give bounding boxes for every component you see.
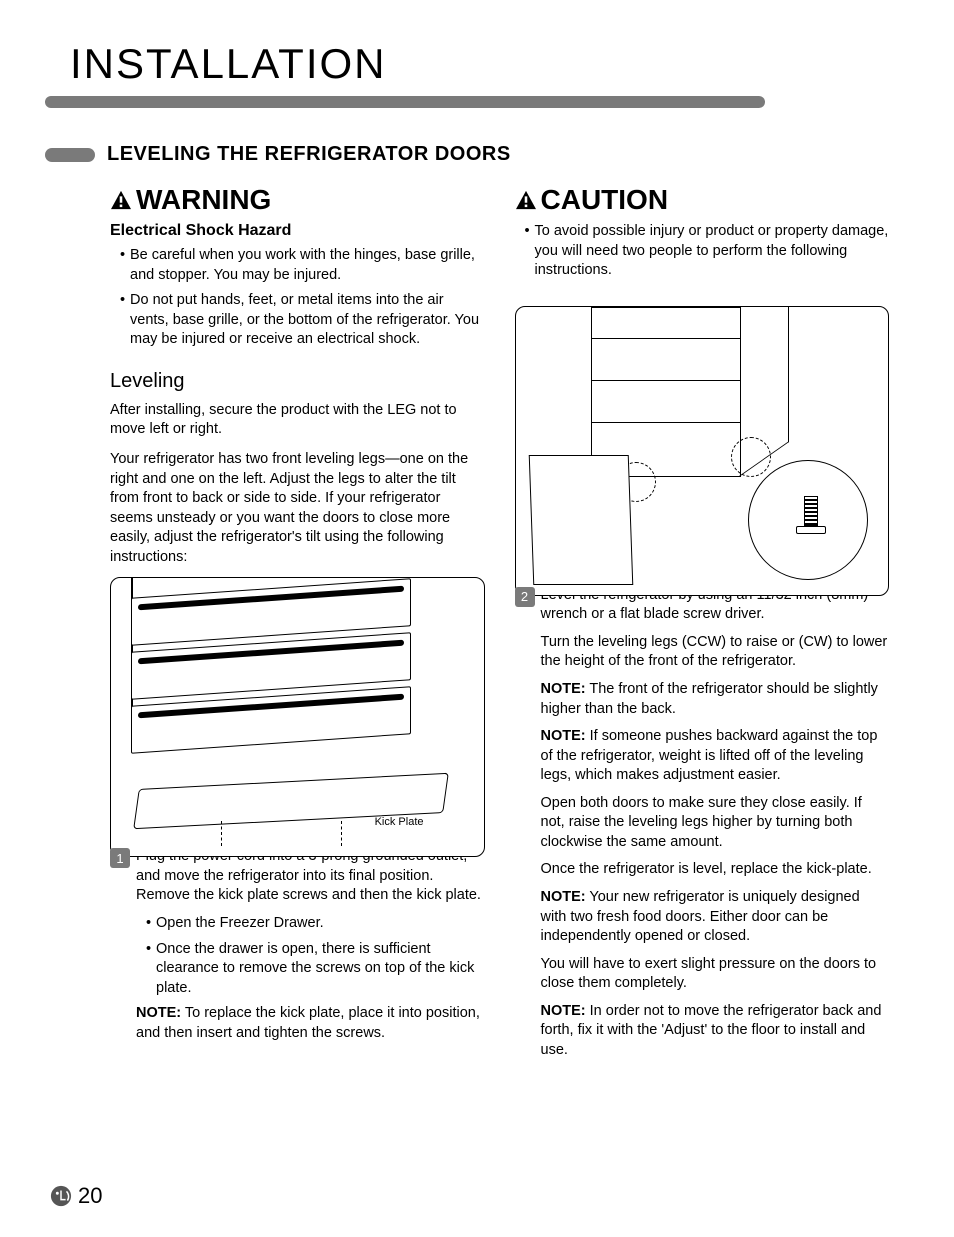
step-2-content: Level the refrigerator by using an 11/32… bbox=[541, 586, 890, 1069]
page-footer: 20 bbox=[50, 1183, 102, 1209]
step-para: Once the refrigerator is level, replace … bbox=[541, 860, 890, 880]
leveling-subheading: Leveling bbox=[110, 370, 485, 393]
warning-icon bbox=[110, 190, 132, 210]
page-number: 20 bbox=[78, 1183, 102, 1209]
caution-icon bbox=[515, 190, 537, 210]
title-divider bbox=[45, 96, 765, 108]
figure-leveling-leg bbox=[515, 306, 890, 596]
warning-bullet: Be careful when you work with the hinges… bbox=[120, 246, 485, 285]
step-badge: 2 bbox=[515, 587, 535, 607]
content-columns: WARNING Electrical Shock Hazard Be caref… bbox=[110, 184, 889, 1069]
leveling-para: Your refrigerator has two front leveling… bbox=[110, 450, 485, 567]
note-text: Your new refrigerator is uniquely design… bbox=[541, 889, 860, 944]
note-text: In order not to move the refrigerator ba… bbox=[541, 1003, 882, 1058]
caution-heading: CAUTION bbox=[515, 184, 890, 216]
step-badge: 1 bbox=[110, 848, 130, 868]
note-label: NOTE: bbox=[541, 681, 586, 697]
note-label: NOTE: bbox=[541, 728, 586, 744]
step-note: NOTE: To replace the kick plate, place i… bbox=[136, 1004, 485, 1043]
caution-bullet: To avoid possible injury or product or p… bbox=[525, 222, 890, 281]
step-2: 2 Level the refrigerator by using an 11/… bbox=[515, 586, 890, 1069]
step-para: You will have to exert slight pressure o… bbox=[541, 955, 890, 994]
step-bullet: Once the drawer is open, there is suffic… bbox=[146, 940, 485, 999]
note-label: NOTE: bbox=[541, 889, 586, 905]
warning-bullets: Be careful when you work with the hinges… bbox=[110, 246, 485, 350]
step-bullet: Open the Freezer Drawer. bbox=[146, 914, 485, 934]
section-title: LEVELING THE REFRIGERATOR DOORS bbox=[107, 143, 511, 166]
step-1: 1 Plug the power cord into a 3-prong gro… bbox=[110, 847, 485, 1051]
note-label: NOTE: bbox=[136, 1005, 181, 1021]
section-bullet bbox=[45, 148, 95, 162]
warning-bullet: Do not put hands, feet, or metal items i… bbox=[120, 291, 485, 350]
warning-text: WARNING bbox=[136, 184, 271, 216]
hazard-subheading: Electrical Shock Hazard bbox=[110, 222, 485, 240]
page-title: INSTALLATION bbox=[70, 40, 889, 88]
caution-bullets: To avoid possible injury or product or p… bbox=[515, 222, 890, 281]
warning-heading: WARNING bbox=[110, 184, 485, 216]
section-header: LEVELING THE REFRIGERATOR DOORS bbox=[65, 143, 889, 166]
left-column: WARNING Electrical Shock Hazard Be caref… bbox=[110, 184, 485, 1069]
step-bullets: Open the Freezer Drawer. Once the drawer… bbox=[136, 914, 485, 998]
step-note: NOTE: Your new refrigerator is uniquely … bbox=[541, 888, 890, 947]
step-note: NOTE: If someone pushes backward against… bbox=[541, 727, 890, 786]
note-label: NOTE: bbox=[541, 1003, 586, 1019]
step-note: NOTE: The front of the refrigerator shou… bbox=[541, 680, 890, 719]
step-1-content: Plug the power cord into a 3-prong groun… bbox=[136, 847, 485, 1051]
figure-kick-plate: Kick Plate bbox=[110, 577, 485, 857]
step-para: Turn the leveling legs (CCW) to raise or… bbox=[541, 633, 890, 672]
note-text: To replace the kick plate, place it into… bbox=[136, 1005, 480, 1041]
note-text: If someone pushes backward against the t… bbox=[541, 728, 878, 783]
caution-text: CAUTION bbox=[541, 184, 669, 216]
note-text: The front of the refrigerator should be … bbox=[541, 681, 878, 717]
leveling-para: After installing, secure the product wit… bbox=[110, 401, 485, 440]
step-para: Open both doors to make sure they close … bbox=[541, 794, 890, 853]
right-column: CAUTION To avoid possible injury or prod… bbox=[515, 184, 890, 1069]
step-note: NOTE: In order not to move the refrigera… bbox=[541, 1002, 890, 1061]
kick-plate-label: Kick Plate bbox=[375, 816, 424, 828]
lg-logo-icon bbox=[50, 1185, 72, 1207]
